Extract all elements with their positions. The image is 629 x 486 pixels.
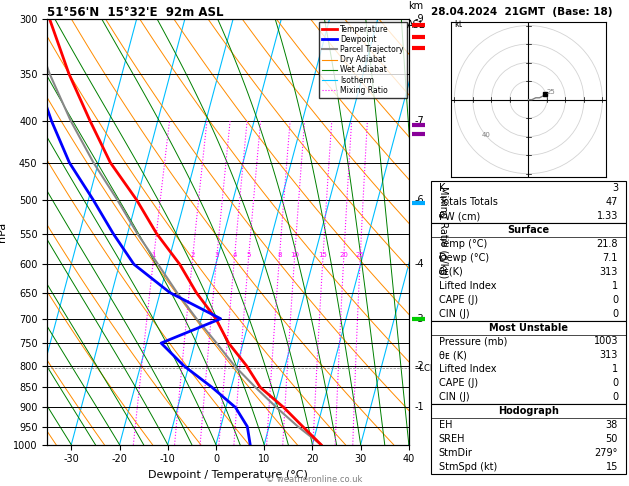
Text: 20: 20 (340, 252, 348, 259)
Text: 1.33: 1.33 (597, 211, 618, 221)
Text: Temp (°C): Temp (°C) (438, 239, 487, 249)
Text: 5: 5 (247, 252, 251, 259)
Text: ASL: ASL (407, 20, 425, 30)
Text: EH: EH (438, 420, 452, 430)
Text: 1: 1 (612, 364, 618, 374)
Text: 2: 2 (191, 252, 195, 259)
Text: 21.8: 21.8 (596, 239, 618, 249)
Text: PW (cm): PW (cm) (438, 211, 480, 221)
Legend: Temperature, Dewpoint, Parcel Trajectory, Dry Adiabat, Wet Adiabat, Isotherm, Mi: Temperature, Dewpoint, Parcel Trajectory… (319, 22, 406, 98)
Text: CAPE (J): CAPE (J) (438, 295, 478, 305)
Text: 25: 25 (356, 252, 365, 259)
Text: θᴇ (K): θᴇ (K) (438, 350, 467, 361)
Text: 0: 0 (612, 295, 618, 305)
X-axis label: Dewpoint / Temperature (°C): Dewpoint / Temperature (°C) (148, 470, 308, 480)
Text: 313: 313 (599, 267, 618, 277)
Text: 1: 1 (612, 281, 618, 291)
Text: CAPE (J): CAPE (J) (438, 378, 478, 388)
Text: StmDir: StmDir (438, 448, 472, 458)
Text: CIN (J): CIN (J) (438, 392, 469, 402)
Text: Hodograph: Hodograph (498, 406, 559, 416)
Text: 38: 38 (606, 420, 618, 430)
Y-axis label: hPa: hPa (0, 222, 8, 242)
Text: 25: 25 (547, 89, 555, 95)
Text: 10: 10 (290, 252, 299, 259)
Text: Dewp (°C): Dewp (°C) (438, 253, 489, 263)
Text: 3: 3 (612, 183, 618, 193)
Text: K: K (438, 183, 445, 193)
Text: 40: 40 (482, 132, 491, 138)
Text: ‒LCL: ‒LCL (415, 364, 435, 373)
Text: 313: 313 (599, 350, 618, 361)
Text: StmSpd (kt): StmSpd (kt) (438, 462, 497, 472)
Text: -1: -1 (415, 402, 424, 413)
Text: -7: -7 (415, 116, 424, 126)
Text: 1003: 1003 (594, 336, 618, 347)
Text: 47: 47 (606, 197, 618, 207)
Text: 279°: 279° (594, 448, 618, 458)
Text: 51°56'N  15°32'E  92m ASL: 51°56'N 15°32'E 92m ASL (47, 6, 224, 19)
Text: Most Unstable: Most Unstable (489, 323, 568, 332)
Text: 4: 4 (233, 252, 237, 259)
Text: Mixing Ratio (g/kg): Mixing Ratio (g/kg) (438, 186, 448, 278)
Text: Surface: Surface (508, 225, 549, 235)
Text: -4: -4 (415, 259, 424, 269)
Text: -6: -6 (415, 195, 424, 205)
Text: Lifted Index: Lifted Index (438, 281, 496, 291)
Text: 8: 8 (277, 252, 282, 259)
Text: 3: 3 (214, 252, 220, 259)
Text: SREH: SREH (438, 434, 465, 444)
Text: 50: 50 (606, 434, 618, 444)
Text: 7.1: 7.1 (603, 253, 618, 263)
Text: © weatheronline.co.uk: © weatheronline.co.uk (266, 474, 363, 484)
Text: 15: 15 (606, 462, 618, 472)
Text: -9: -9 (415, 15, 424, 24)
Text: kt: kt (454, 20, 462, 30)
Text: θᴇ(K): θᴇ(K) (438, 267, 464, 277)
Text: Totals Totals: Totals Totals (438, 197, 498, 207)
Text: 0: 0 (612, 378, 618, 388)
Text: Pressure (mb): Pressure (mb) (438, 336, 507, 347)
Text: CIN (J): CIN (J) (438, 309, 469, 319)
Text: Lifted Index: Lifted Index (438, 364, 496, 374)
Text: -3: -3 (415, 313, 424, 324)
Text: 0: 0 (612, 309, 618, 319)
Text: 28.04.2024  21GMT  (Base: 18): 28.04.2024 21GMT (Base: 18) (431, 7, 613, 17)
Text: 1: 1 (152, 252, 156, 259)
Text: 15: 15 (319, 252, 328, 259)
Text: km: km (408, 1, 424, 11)
Text: 0: 0 (612, 392, 618, 402)
Text: -2: -2 (415, 361, 424, 371)
